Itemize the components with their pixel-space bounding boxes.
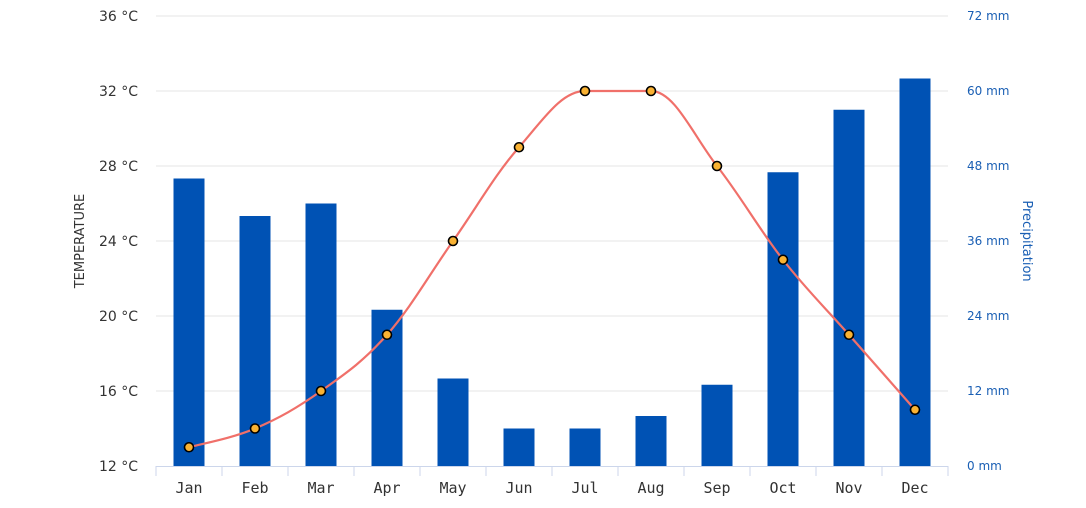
- x-tick-label: Aug: [637, 479, 664, 497]
- x-tick-label: Oct: [769, 479, 796, 497]
- temperature-point: [579, 85, 591, 97]
- x-axis-ticks: Jan Feb Mar Apr May Jun Jul Aug Sep Oct Nov Dec: [175, 479, 928, 497]
- x-tick-label: May: [439, 479, 466, 497]
- temperature-point: [711, 160, 723, 172]
- precipitation-bars: [173, 78, 931, 466]
- left-axis-title: TEMPERATURE: [73, 194, 88, 290]
- left-tick-label: 36 °C: [99, 9, 138, 25]
- temperature-point: [447, 235, 459, 247]
- x-tick-label: Nov: [835, 479, 862, 497]
- temperature-markers: [183, 85, 921, 453]
- x-tick-label: Apr: [373, 479, 400, 497]
- temperature-point: [315, 385, 327, 397]
- temperature-point: [513, 141, 525, 153]
- precipitation-bar: [701, 384, 733, 466]
- left-tick-label: 32 °C: [99, 84, 138, 100]
- x-tick-label: Sep: [703, 479, 730, 497]
- x-tick-label: Jan: [175, 479, 202, 497]
- left-tick-label: 24 °C: [99, 234, 138, 250]
- right-tick-label: 36 mm: [967, 234, 1009, 248]
- precipitation-bar: [569, 428, 601, 466]
- temperature-point: [777, 254, 789, 266]
- right-tick-label: 24 mm: [967, 309, 1009, 323]
- right-tick-label: 0 mm: [967, 459, 1002, 473]
- grid-lines: [156, 15, 948, 392]
- temperature-point: [645, 85, 657, 97]
- temperature-point: [843, 329, 855, 341]
- precipitation-bar: [437, 378, 469, 466]
- x-tick-label: Jun: [505, 479, 532, 497]
- left-tick-label: 20 °C: [99, 309, 138, 325]
- right-axis-ticks: 0 mm 12 mm 24 mm 36 mm 48 mm 60 mm 72 mm: [967, 9, 1009, 473]
- right-tick-label: 48 mm: [967, 159, 1009, 173]
- x-tick-label: Dec: [901, 479, 928, 497]
- precipitation-bar: [635, 416, 667, 466]
- precipitation-bar: [767, 172, 799, 466]
- temperature-point: [381, 329, 393, 341]
- left-tick-label: 16 °C: [99, 384, 138, 400]
- temperature-point: [909, 404, 921, 416]
- left-axis-ticks: 12 °C 16 °C 20 °C 24 °C 28 °C 32 °C 36 °C: [99, 9, 138, 475]
- precipitation-bar: [173, 178, 205, 466]
- right-tick-label: 60 mm: [967, 84, 1009, 98]
- x-tick-label: Feb: [241, 479, 268, 497]
- left-tick-label: 28 °C: [99, 159, 138, 175]
- left-tick-label: 12 °C: [99, 459, 138, 475]
- right-tick-label: 72 mm: [967, 9, 1009, 23]
- precipitation-bar: [503, 428, 535, 466]
- precipitation-bar: [833, 109, 865, 466]
- temperature-point: [183, 441, 195, 453]
- precipitation-bar: [305, 203, 337, 466]
- x-axis: [155, 466, 949, 476]
- temperature-point: [249, 423, 261, 434]
- temperature-line: [188, 89, 916, 449]
- right-axis-title: Precipitation: [1019, 200, 1034, 281]
- precipitation-bar: [899, 78, 931, 466]
- x-tick-label: Jul: [571, 479, 598, 497]
- right-tick-label: 12 mm: [967, 384, 1009, 398]
- x-tick-label: Mar: [307, 479, 334, 497]
